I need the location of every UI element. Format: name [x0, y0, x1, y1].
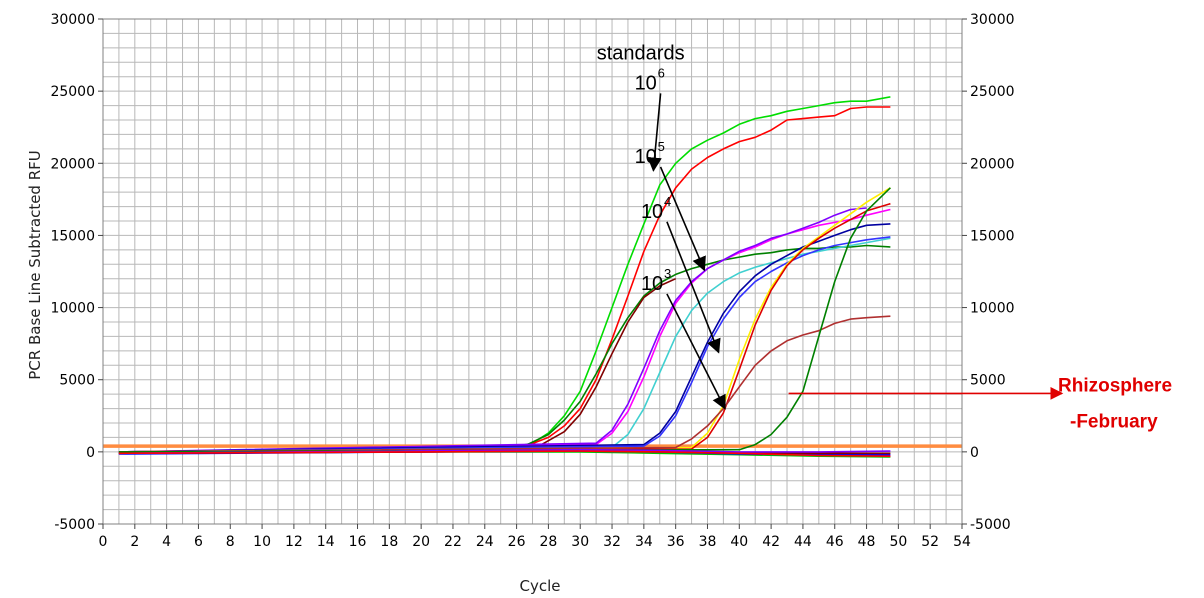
x-axis-label: Cycle: [520, 577, 561, 595]
plot-frame: [102, 18, 963, 525]
red-note-line1: Rhizosphere: [1058, 375, 1172, 396]
series-line-13: [118, 187, 891, 453]
standard-arrow-3: [666, 293, 726, 410]
x-tick-label: 40: [730, 534, 748, 550]
x-tick-label: 36: [667, 534, 685, 550]
x-tick-label: 48: [858, 534, 876, 550]
standard-label-5: 10: [635, 146, 657, 168]
x-tick-label: 14: [317, 534, 335, 550]
x-tick-label: 8: [226, 534, 235, 550]
y-tick-label-left: -5000: [54, 517, 95, 533]
red-note-line2: -February: [1070, 411, 1158, 432]
x-tick-label: 16: [349, 534, 367, 550]
x-tick-label: 32: [603, 534, 621, 550]
series-line-2: [118, 106, 891, 455]
series-line-7: [118, 237, 891, 453]
x-tick-label: 28: [539, 534, 557, 550]
series-line-4: [118, 277, 677, 455]
series-line-8: [118, 223, 891, 453]
grid: [103, 19, 962, 524]
x-tick-label: 50: [889, 534, 907, 550]
x-tick-label: 52: [921, 534, 939, 550]
series-line-12: [118, 315, 891, 453]
standard-exponent-3: 3: [664, 266, 671, 281]
standard-exponent-5: 5: [658, 139, 665, 154]
standard-arrow-4: [666, 221, 721, 354]
x-tick-label: 20: [412, 534, 430, 550]
y-tick-label-right: 30000: [970, 12, 1015, 28]
x-tick-label: 0: [99, 534, 108, 550]
series-line-19: [118, 450, 891, 457]
x-tick-label: 42: [762, 534, 780, 550]
x-tick-label: 4: [162, 534, 171, 550]
y-tick-label-right: 5000: [970, 373, 1006, 389]
x-tick-label: 34: [635, 534, 653, 550]
standard-arrow-6: [647, 93, 662, 172]
y-tick-label-right: -5000: [970, 517, 1011, 533]
x-tick-label: 46: [826, 534, 844, 550]
standard-exponent-4: 4: [664, 194, 671, 209]
x-tick-label: 38: [699, 534, 717, 550]
x-tick-label: 18: [380, 534, 398, 550]
standards-label: standards: [597, 42, 685, 64]
standard-arrow-5: [659, 166, 706, 272]
x-tick-label: 26: [508, 534, 526, 550]
y-tick-label-left: 0: [86, 445, 95, 461]
standard-label-3: 10: [641, 273, 663, 295]
x-tick-label: 54: [953, 534, 971, 550]
y-tick-label-right: 20000: [970, 156, 1015, 172]
x-tick-label: 24: [476, 534, 494, 550]
y-tick-label-right: 15000: [970, 228, 1015, 244]
series-group: [118, 96, 891, 458]
y-tick-label-right: 25000: [970, 84, 1015, 100]
y-tick-label-left: 10000: [50, 301, 95, 317]
series-line-10: [118, 187, 891, 453]
y-tick-label-right: 0: [970, 445, 979, 461]
y-tick-label-left: 25000: [50, 84, 95, 100]
y-tick-label-left: 15000: [50, 228, 95, 244]
standard-label-4: 10: [641, 201, 663, 223]
tick-labels: 0 2 4 6 8 10 12 14 16 18 20 22 24 26 28 30 32 34 36 38 40 42 4…: [50, 12, 1014, 550]
series-line-1: [118, 96, 891, 455]
x-tick-label: 12: [285, 534, 303, 550]
y-tick-label-left: 5000: [59, 373, 95, 389]
x-tick-label: 10: [253, 534, 271, 550]
x-tick-label: 44: [794, 534, 812, 550]
series-line-9: [118, 236, 891, 453]
x-tick-label: 22: [444, 534, 462, 550]
y-axis-label: PCR Base Line Subtracted RFU: [26, 150, 44, 380]
x-tick-label: 2: [130, 534, 139, 550]
y-tick-label-right: 10000: [970, 301, 1015, 317]
series-line-11: [118, 202, 891, 453]
y-tick-label-left: 30000: [50, 12, 95, 28]
series-line-6: [118, 207, 867, 453]
y-tick-label-left: 20000: [50, 156, 95, 172]
standard-label-6: 10: [635, 72, 657, 94]
plot-border: [102, 18, 963, 525]
x-tick-label: 30: [571, 534, 589, 550]
standard-exponent-6: 6: [658, 65, 665, 80]
x-tick-label: 6: [194, 534, 203, 550]
